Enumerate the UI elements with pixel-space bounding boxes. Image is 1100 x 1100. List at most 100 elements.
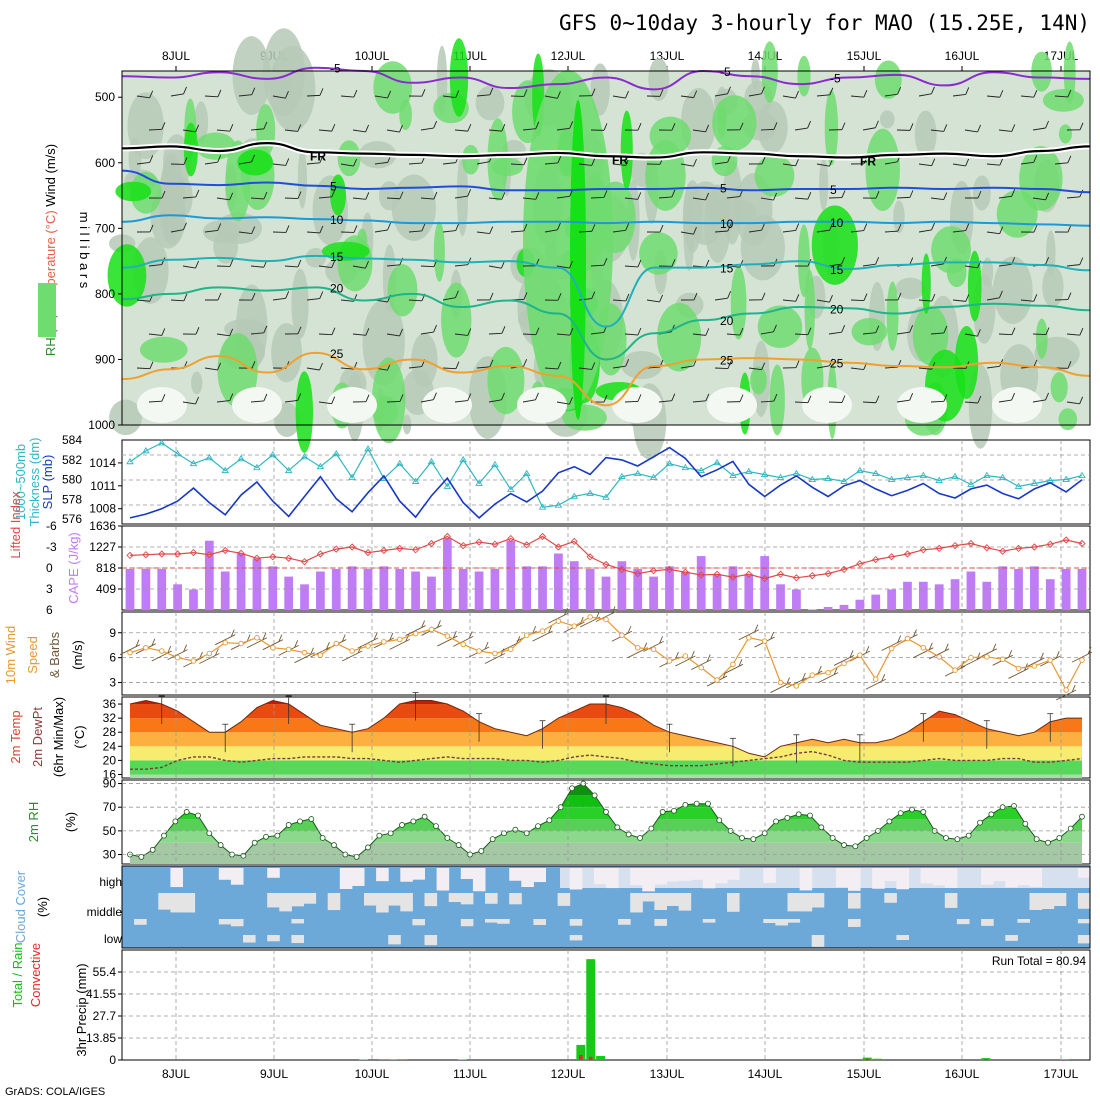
wind-barb bbox=[238, 231, 252, 234]
li-point bbox=[951, 541, 959, 550]
cloud-gap bbox=[424, 935, 438, 946]
wind-barb bbox=[714, 161, 728, 165]
thickness-line bbox=[129, 442, 1083, 508]
temp-band bbox=[130, 774, 1082, 778]
wind-barb bbox=[352, 265, 366, 269]
wind-barb-flag bbox=[943, 192, 948, 200]
wind-barb-flag bbox=[251, 87, 256, 95]
wind-barb bbox=[794, 127, 808, 131]
wind-barb bbox=[182, 401, 196, 405]
rh-legend-swatch bbox=[38, 283, 56, 337]
precip-bar bbox=[576, 1044, 586, 1060]
wind-barb bbox=[454, 400, 468, 403]
wind-barb bbox=[488, 332, 502, 335]
wind-barb-flag bbox=[1011, 124, 1016, 132]
thickness-point bbox=[618, 472, 626, 480]
cloud-gap bbox=[170, 893, 183, 913]
cape-bar bbox=[331, 568, 341, 610]
cloud-gap bbox=[497, 919, 510, 924]
wind-barb-flag bbox=[897, 292, 902, 301]
wind-barb bbox=[1032, 127, 1046, 131]
wind-barb-flag bbox=[523, 359, 528, 367]
cape-bar bbox=[173, 584, 182, 610]
rh-point bbox=[297, 818, 303, 825]
wind-barb-flag bbox=[727, 223, 732, 232]
wind-barb-flag bbox=[331, 123, 336, 132]
cape-bar bbox=[125, 568, 135, 610]
wind-barb bbox=[204, 230, 218, 233]
cape-bar bbox=[300, 584, 309, 610]
wind-barb bbox=[532, 630, 553, 642]
panel-label: Speed bbox=[25, 636, 40, 674]
cape-bar bbox=[617, 561, 627, 610]
wind-barb-flag bbox=[705, 124, 710, 132]
thickness-point bbox=[126, 457, 134, 465]
cloud-gap bbox=[303, 893, 317, 904]
wind-barb-flag bbox=[433, 324, 438, 333]
panel-label: Thickness (dm) bbox=[27, 438, 42, 527]
wind-barb bbox=[454, 195, 468, 199]
wind-barb bbox=[420, 127, 434, 131]
thickness-point bbox=[427, 457, 436, 465]
wind-barb-flag bbox=[195, 327, 200, 335]
wind-barb-flag bbox=[761, 292, 766, 301]
wind-barb-flag bbox=[183, 222, 187, 230]
wind-barb-flag bbox=[365, 192, 370, 200]
li-point bbox=[570, 537, 578, 546]
wind-barb bbox=[306, 231, 320, 234]
rh-blob bbox=[996, 190, 1038, 238]
wind-barb-flag bbox=[739, 394, 744, 402]
wind-barb-flag bbox=[761, 86, 765, 95]
wind-barb-flag bbox=[421, 223, 426, 232]
wind-barb bbox=[680, 365, 694, 369]
rh-point bbox=[353, 854, 360, 860]
cape-bar bbox=[538, 566, 547, 610]
thickness-point bbox=[554, 501, 563, 508]
cloud-gap bbox=[400, 893, 413, 912]
wind-barb bbox=[484, 653, 506, 664]
label-part: & Barbs bbox=[47, 631, 62, 678]
wind-barb bbox=[612, 163, 626, 166]
wind-barb-flag bbox=[149, 224, 154, 233]
wind-barb bbox=[998, 333, 1012, 336]
wind-barb bbox=[862, 263, 876, 267]
wind-barb bbox=[522, 333, 536, 336]
thickness-point bbox=[221, 466, 229, 474]
li-point bbox=[285, 554, 293, 562]
rh-point bbox=[886, 818, 893, 825]
li-point bbox=[872, 555, 880, 564]
cape-bar bbox=[807, 609, 817, 610]
wind-barb-flag bbox=[161, 393, 166, 402]
rh-blob bbox=[1042, 88, 1084, 112]
precip-bar bbox=[388, 1059, 398, 1060]
wind-barb bbox=[930, 129, 944, 132]
y-tick-label: 32 bbox=[103, 711, 117, 725]
wind-speed-point bbox=[730, 661, 736, 668]
isotherm-label: 15 bbox=[720, 262, 734, 276]
wind-barb bbox=[352, 129, 366, 133]
wind-speed-point bbox=[1047, 657, 1054, 663]
wind-barb-flag bbox=[770, 631, 775, 640]
li-point bbox=[697, 571, 705, 579]
cape-panel: -6 -3 0 3 6 1636 1227 818 409 Lifted Index CAPE (… bbox=[8, 491, 1091, 617]
wind-barb-flag bbox=[897, 86, 902, 95]
thickness-point bbox=[332, 449, 341, 457]
cloud-gap bbox=[1017, 919, 1030, 923]
rh-blob bbox=[194, 101, 209, 143]
rh-blob bbox=[717, 105, 727, 138]
wind-barb bbox=[556, 127, 570, 131]
cloud-gap bbox=[678, 893, 692, 911]
wind-barb bbox=[1054, 95, 1068, 98]
wind-barb-flag bbox=[467, 393, 472, 401]
rh-blob bbox=[879, 110, 895, 129]
wind-barb-flag bbox=[467, 189, 472, 197]
wind-barb bbox=[624, 333, 638, 336]
li-point bbox=[681, 568, 689, 576]
wind-barb-flag bbox=[1008, 650, 1013, 658]
wind-barb-flag bbox=[217, 292, 222, 301]
wind-barb bbox=[476, 231, 490, 235]
wind-barb-flag bbox=[1033, 155, 1038, 163]
wind-barb-flag bbox=[863, 223, 868, 231]
wind-barb-flag bbox=[214, 648, 219, 656]
rh-blob bbox=[967, 250, 982, 322]
